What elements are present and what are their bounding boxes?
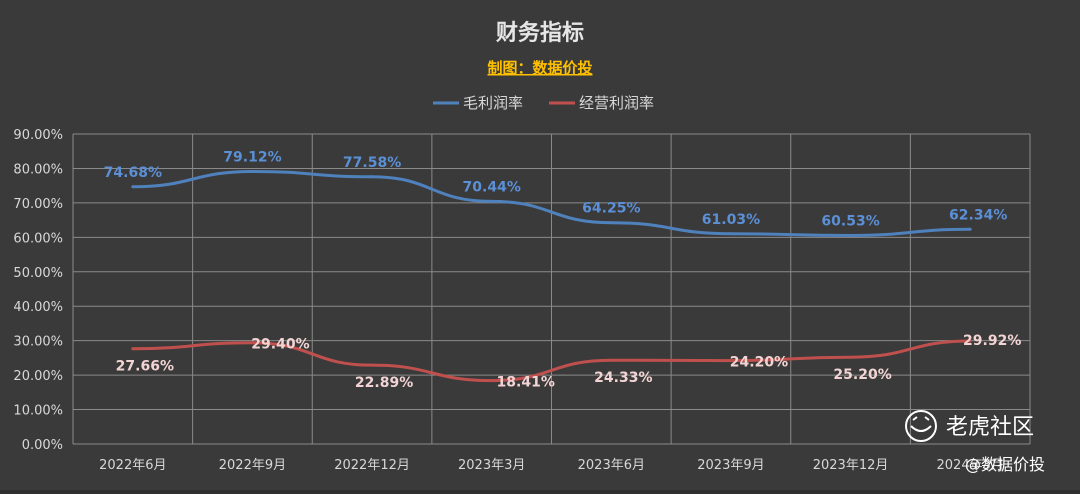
- data-label: 24.20%: [730, 355, 788, 371]
- watermark-brand: 老虎社区: [946, 415, 1034, 440]
- x-tick-label: 2022年12月: [334, 458, 410, 473]
- y-tick-label: 60.00%: [13, 231, 63, 246]
- data-label: 24.33%: [594, 370, 652, 386]
- data-point: [490, 199, 494, 203]
- legend: 毛利润率 经营利润率: [433, 94, 654, 112]
- series-lines: [131, 169, 972, 383]
- data-label: 25.20%: [833, 367, 891, 383]
- data-label: 29.92%: [963, 333, 1021, 349]
- data-point: [968, 339, 972, 343]
- legend-label: 毛利润率: [463, 94, 523, 112]
- y-tick-label: 30.00%: [13, 335, 63, 350]
- series-line-2: [132, 339, 971, 383]
- x-tick-label: 2023年12月: [813, 458, 889, 473]
- y-tick-label: 0.00%: [22, 438, 63, 453]
- y-tick-label: 90.00%: [13, 128, 63, 143]
- data-label: 74.68%: [104, 165, 162, 181]
- data-labels: 74.68% 79.12% 77.58% 70.44% 64.25% 61.03% 60.5…: [104, 149, 1022, 391]
- grid-lines: [72, 133, 1031, 445]
- data-point: [609, 358, 613, 362]
- data-label: 60.53%: [821, 214, 879, 230]
- data-point: [849, 355, 853, 359]
- data-point: [250, 169, 254, 173]
- data-label: 77.58%: [343, 155, 401, 171]
- data-label: 62.34%: [949, 207, 1007, 223]
- x-tick-label: 2023年6月: [578, 458, 645, 473]
- data-label: 70.44%: [463, 179, 521, 195]
- data-point: [131, 185, 135, 189]
- y-axis: 0.00% 10.00% 20.00% 30.00% 40.00% 50.00% 60.00…: [13, 128, 63, 453]
- x-tick-label: 2023年9月: [697, 458, 764, 473]
- data-point: [729, 232, 733, 236]
- data-label: 61.03%: [702, 212, 760, 228]
- y-tick-label: 80.00%: [13, 162, 63, 177]
- y-tick-label: 50.00%: [13, 266, 63, 281]
- data-label: 22.89%: [355, 375, 413, 391]
- chart-subtitle: 制图：数据价投: [487, 59, 592, 77]
- data-label: 64.25%: [582, 201, 640, 217]
- watermark-handle: @数据价投: [965, 455, 1045, 474]
- data-point: [131, 347, 135, 351]
- y-tick-label: 40.00%: [13, 300, 63, 315]
- legend-label: 经营利润率: [579, 94, 654, 112]
- data-point: [250, 341, 254, 345]
- data-point: [370, 175, 374, 179]
- x-tick-label: 2024年3月: [937, 458, 1004, 473]
- data-point: [609, 221, 613, 225]
- series-line-1: [132, 169, 971, 238]
- data-point: [490, 379, 494, 383]
- data-point: [849, 234, 853, 238]
- chart-title: 财务指标: [496, 20, 584, 46]
- y-tick-label: 70.00%: [13, 197, 63, 212]
- data-label: 79.12%: [223, 149, 281, 165]
- data-label: 27.66%: [116, 359, 174, 375]
- x-tick-label: 2023年3月: [458, 458, 525, 473]
- y-tick-label: 10.00%: [13, 404, 63, 419]
- x-tick-label: 2022年6月: [99, 458, 166, 473]
- data-point: [370, 363, 374, 367]
- x-tick-label: 2022年9月: [219, 458, 286, 473]
- data-label: 18.41%: [497, 375, 555, 391]
- data-label: 29.40%: [251, 337, 309, 353]
- watermark: 老虎社区 @数据价投: [905, 410, 1045, 474]
- y-tick-label: 20.00%: [13, 369, 63, 384]
- data-point: [968, 227, 972, 231]
- data-point: [729, 359, 733, 363]
- tiger-logo-icon: [905, 410, 937, 442]
- x-axis: 2022年6月 2022年9月 2022年12月 2023年3月 2023年6月 2023…: [99, 458, 1004, 473]
